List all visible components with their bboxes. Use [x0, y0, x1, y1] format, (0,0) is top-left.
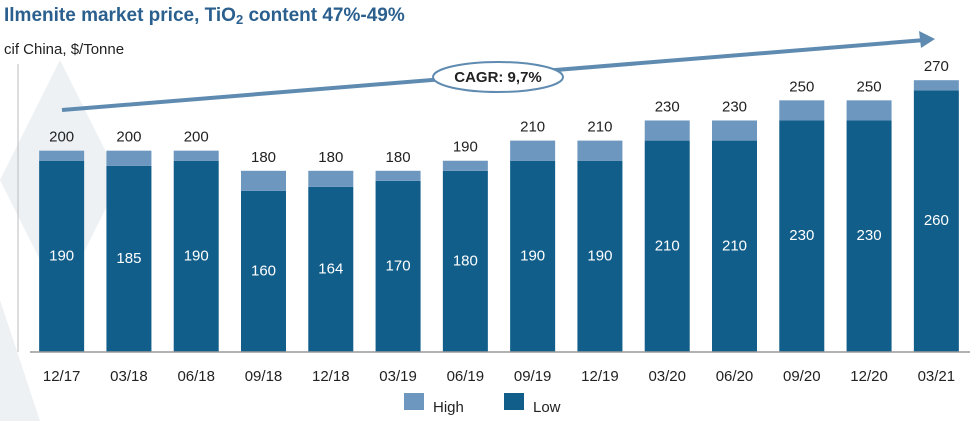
- bar-high: [712, 120, 757, 141]
- x-tick-label: 06/18: [177, 368, 215, 385]
- bar-low: [779, 120, 825, 352]
- x-tick-label: 12/17: [43, 368, 81, 385]
- value-label: 185: [116, 250, 141, 267]
- bar-high: [375, 170, 421, 181]
- value-label: 230: [789, 227, 814, 244]
- bar-low: [39, 160, 85, 352]
- value-label: 200: [184, 129, 209, 146]
- subtitle: cif China, $/Tonne: [4, 41, 124, 58]
- x-tick-label: 09/19: [514, 368, 552, 385]
- value-label: 210: [655, 237, 680, 254]
- bar-high: [644, 120, 690, 141]
- x-tick-label: 12/20: [850, 368, 888, 385]
- bar-high: [308, 170, 354, 187]
- x-tick-label: 12/19: [581, 368, 619, 385]
- annotation: CAGR: 9,7%: [454, 69, 542, 86]
- chart-title: Ilmenite market price, TiO2 content 47%-…: [4, 5, 405, 27]
- arrow-head: [919, 31, 935, 48]
- value-label: 190: [184, 247, 209, 264]
- bar-low: [375, 180, 421, 352]
- bar-low: [308, 186, 354, 352]
- x-tick-label: 03/19: [379, 368, 417, 385]
- value-label: 260: [924, 212, 949, 229]
- bar-low: [510, 160, 556, 352]
- value-label: 180: [318, 149, 343, 166]
- value-label: 250: [857, 78, 882, 95]
- bar-low: [106, 165, 152, 352]
- cagr-bubble: [432, 61, 564, 93]
- x-tick-label: 12/18: [312, 368, 350, 385]
- legend-label: High: [433, 399, 464, 416]
- x-tick-label: 09/20: [783, 368, 821, 385]
- value-label: 210: [722, 237, 747, 254]
- bar-high: [106, 150, 152, 166]
- value-label: 190: [49, 247, 74, 264]
- plot: 12/17 190 200 03/18 185 200 06/18 190 200 09/18 16…: [39, 58, 959, 416]
- bar-high: [779, 100, 825, 121]
- value-label: 180: [251, 149, 276, 166]
- legend-swatch: [404, 393, 424, 410]
- bar-low: [173, 160, 219, 352]
- watermark: [0, 300, 40, 421]
- value-label: 210: [520, 119, 545, 136]
- value-label: 164: [318, 260, 343, 277]
- value-label: 180: [386, 149, 411, 166]
- bar-high: [173, 150, 219, 161]
- title-subscript: 2: [236, 12, 243, 27]
- bar-low: [913, 90, 959, 353]
- x-tick-label: 03/20: [648, 368, 686, 385]
- value-label: 190: [520, 247, 545, 264]
- x-tick-label: 06/19: [447, 368, 485, 385]
- value-label: 200: [116, 129, 141, 146]
- value-label: 200: [49, 129, 74, 146]
- value-label: 210: [587, 119, 612, 136]
- title-part: content 47%-49%: [243, 5, 405, 26]
- x-tick-label: 03/18: [110, 368, 148, 385]
- bar-high: [39, 150, 85, 161]
- x-tick-label: 09/18: [245, 368, 283, 385]
- bar-high: [241, 170, 286, 191]
- bar-low: [644, 140, 690, 352]
- bar-low: [577, 160, 623, 352]
- bar-high: [913, 80, 959, 91]
- value-label: 190: [587, 247, 612, 264]
- value-label: 230: [655, 98, 680, 115]
- x-tick-label: 03/21: [918, 368, 956, 385]
- bar-low: [712, 140, 757, 352]
- bar-high: [442, 160, 488, 171]
- value-label: 180: [453, 252, 478, 269]
- value-label: 160: [251, 262, 276, 279]
- bar-high: [846, 100, 892, 121]
- bar-low: [442, 170, 488, 352]
- legend-swatch: [504, 393, 524, 410]
- title-part: Ilmenite market price, TiO: [4, 5, 236, 26]
- value-label: 270: [924, 58, 949, 75]
- value-label: 250: [789, 78, 814, 95]
- value-label: 230: [857, 227, 882, 244]
- value-label: 170: [386, 257, 411, 274]
- x-tick-label: 06/20: [716, 368, 754, 385]
- value-label: 190: [453, 139, 478, 156]
- bar-low: [846, 120, 892, 352]
- value-label: 230: [722, 98, 747, 115]
- legend-label: Low: [533, 399, 561, 416]
- bar-low: [241, 190, 286, 352]
- bar-high: [577, 140, 623, 161]
- bar-high: [510, 140, 556, 161]
